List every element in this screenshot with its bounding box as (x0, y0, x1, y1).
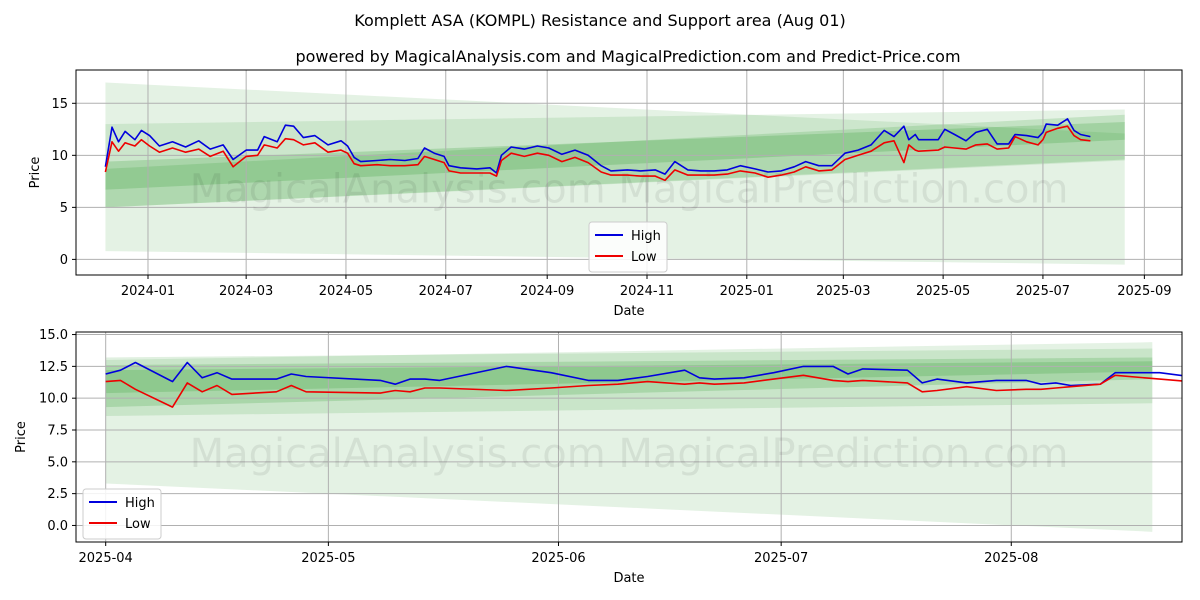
support-resistance-band (105, 82, 1125, 265)
watermark: MagicalAnalysis.com MagicalPrediction.co… (190, 431, 1069, 477)
x-tick-label: 2025-09 (1117, 284, 1171, 299)
y-tick-label: 2.5 (47, 487, 68, 502)
x-tick-label: 2025-05 (916, 284, 970, 299)
y-tick-label: 10.0 (39, 392, 68, 407)
x-tick-label: 2024-05 (319, 284, 373, 299)
x-tick-label: 2025-05 (301, 551, 355, 566)
legend-label-high: High (631, 229, 661, 244)
axes-frame (75, 69, 1183, 276)
x-tick-label: 2025-07 (754, 551, 808, 566)
chart-title: Komplett ASA (KOMPL) Resistance and Supp… (354, 11, 846, 30)
legend-label-high: High (125, 496, 155, 511)
x-tick-label: 2024-07 (419, 284, 473, 299)
series-line-high (104, 118, 1091, 175)
support-resistance-band (105, 342, 1153, 532)
plot-area: MagicalAnalysis.com MagicalPrediction.co… (76, 70, 1182, 275)
x-tick-label: 2025-03 (816, 284, 870, 299)
x-tick-label: 2024-09 (520, 284, 574, 299)
y-axis-label: Price (28, 157, 43, 189)
panel-recent: MagicalAnalysis.com MagicalPrediction.co… (14, 328, 1183, 586)
x-tick-label: 2025-07 (1016, 284, 1070, 299)
legend-label-low: Low (125, 517, 151, 532)
chart-subtitle: powered by MagicalAnalysis.com and Magic… (295, 47, 960, 66)
x-tick-label: 2024-11 (620, 284, 674, 299)
x-tick-label: 2025-08 (984, 551, 1038, 566)
x-tick-label: 2024-03 (219, 284, 273, 299)
support-resistance-band (105, 122, 1125, 190)
panel-full-history: MagicalAnalysis.com MagicalPrediction.co… (28, 69, 1183, 319)
y-tick-label: 15.0 (39, 328, 68, 343)
y-axis-label: Price (14, 421, 29, 453)
x-tick-label: 2024-01 (121, 284, 175, 299)
support-resistance-band (105, 348, 1153, 416)
series-line-low (105, 374, 1182, 408)
y-tick-label: 7.5 (47, 424, 68, 439)
legend: High Low (82, 488, 162, 540)
legend-label-low: Low (631, 250, 657, 265)
y-tick-label: 0 (60, 253, 68, 268)
x-tick-label: 2025-06 (531, 551, 585, 566)
x-axis-label: Date (613, 304, 644, 319)
x-axis-label: Date (613, 571, 644, 586)
plot-area: MagicalAnalysis.com MagicalPrediction.co… (76, 332, 1182, 542)
y-tick-label: 10 (51, 149, 68, 164)
x-tick-label: 2025-01 (720, 284, 774, 299)
y-tick-label: 0.0 (47, 519, 68, 534)
x-tick-label: 2025-04 (79, 551, 133, 566)
watermark: MagicalAnalysis.com MagicalPrediction.co… (190, 167, 1069, 213)
y-tick-label: 12.5 (39, 360, 68, 375)
series-line-low (104, 125, 1091, 182)
support-resistance-band (105, 109, 1125, 208)
y-tick-label: 5 (60, 201, 68, 216)
support-resistance-band (105, 114, 1125, 208)
legend: High Low (588, 221, 668, 273)
y-tick-label: 5.0 (47, 455, 68, 470)
y-tick-label: 15 (51, 97, 68, 112)
axes-frame (75, 331, 1183, 543)
series-line-high (105, 361, 1182, 387)
